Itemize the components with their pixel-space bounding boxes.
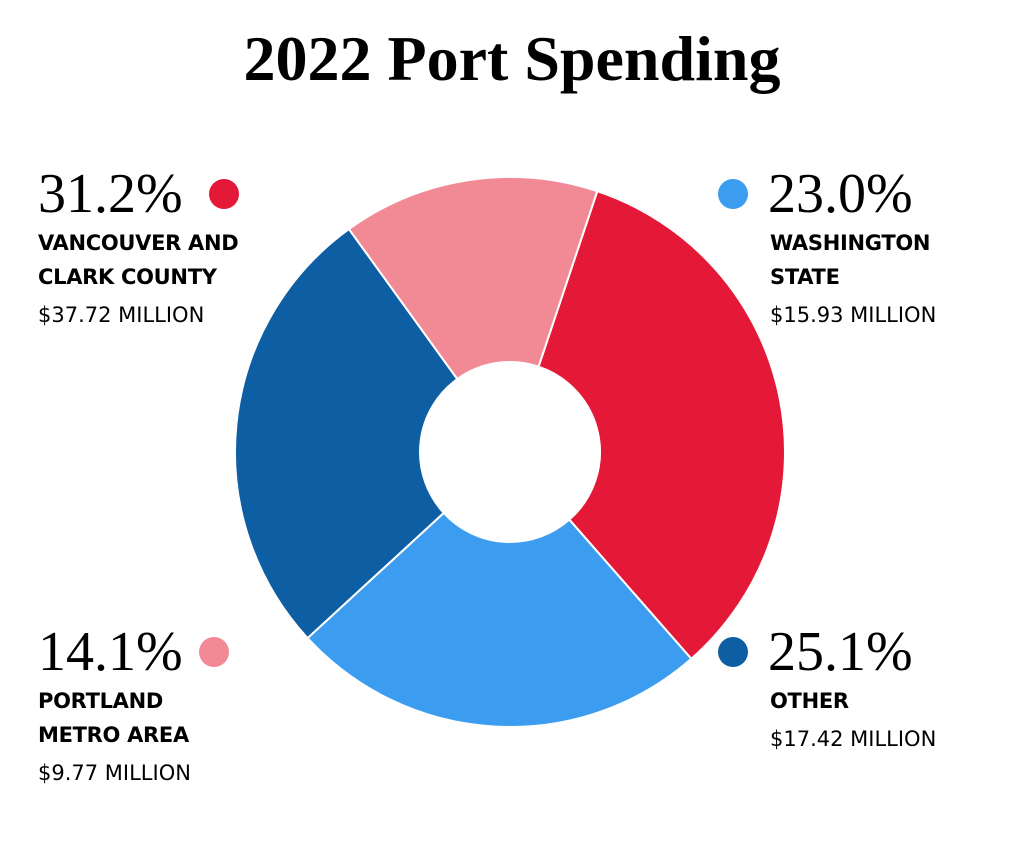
washington-amount: $15.93 MILLION [770, 303, 937, 327]
other-amount: $17.42 MILLION [770, 727, 937, 751]
slice-portland-metro-area [347, 176, 599, 381]
legend-portland: 14.1% PORTLAND METRO AREA $9.77 MILLION [38, 624, 229, 788]
slice-washington-state [306, 511, 693, 728]
portland-amount: $9.77 MILLION [38, 761, 191, 785]
vancouver-name-line1: VANCOUVER AND [38, 231, 239, 255]
legend-vancouver: 31.2% VANCOUVER AND CLARK COUNTY $37.72 … [38, 166, 239, 330]
vancouver-name-line2: CLARK COUNTY [38, 265, 217, 289]
other-name-line1: OTHER [770, 689, 849, 713]
washington-name-line2: STATE [770, 265, 840, 289]
vancouver-amount: $37.72 MILLION [38, 303, 205, 327]
vancouver-color-dot [208, 179, 239, 209]
washington-color-dot [718, 179, 748, 209]
washington-percent: 23.0% [768, 163, 913, 225]
washington-name-line1: WASHINGTON [770, 231, 931, 255]
slice-vancouver-and-clark-county [537, 189, 786, 661]
portland-name-line2: METRO AREA [38, 723, 189, 747]
portland-name-line1: PORTLAND [38, 689, 164, 713]
other-color-dot [718, 637, 748, 667]
vancouver-percent: 31.2% [38, 163, 183, 225]
chart-title: 2022 Port Spending [243, 23, 781, 94]
legend-other: 25.1% OTHER $17.42 MILLION [718, 624, 936, 754]
other-percent: 25.1% [768, 621, 913, 683]
portland-color-dot [198, 637, 229, 667]
legend-washington: 23.0% WASHINGTON STATE $15.93 MILLION [718, 166, 936, 330]
slice-other [234, 227, 459, 640]
portland-percent: 14.1% [38, 621, 183, 683]
